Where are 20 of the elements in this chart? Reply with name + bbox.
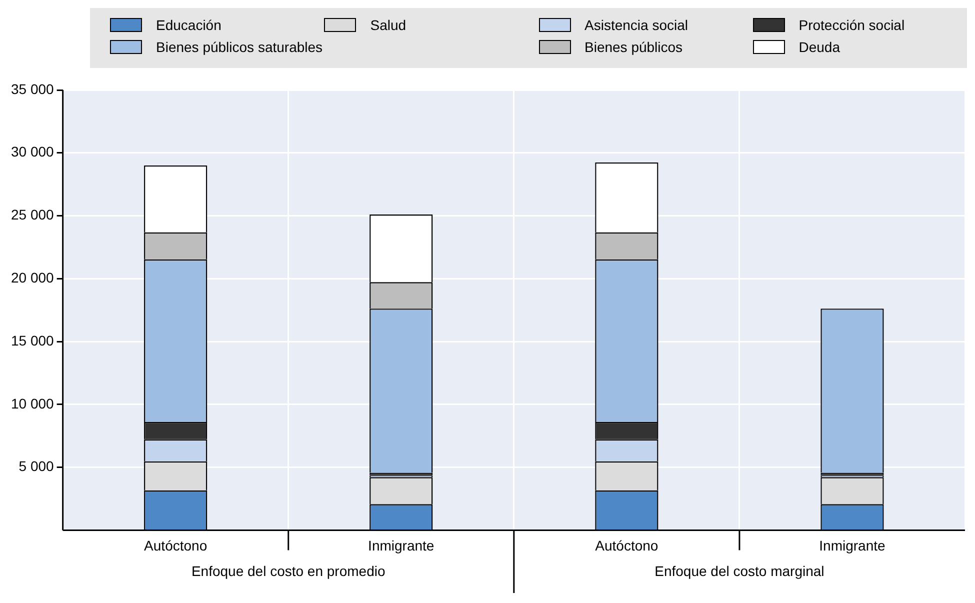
legend-label: Bienes públicos bbox=[584, 39, 683, 55]
y-tick-label: 5 000 bbox=[18, 458, 54, 474]
y-tick-label: 30 000 bbox=[10, 144, 54, 160]
x-tick-label: Autóctono bbox=[595, 537, 658, 554]
legend-label: Protección social bbox=[798, 17, 905, 33]
legend-label: Bienes públicos saturables bbox=[156, 39, 323, 55]
x-tick-label: Inmigrante bbox=[819, 537, 886, 554]
legend-label: Educación bbox=[156, 17, 222, 33]
text: Enfoque del costo en promedio bbox=[191, 563, 386, 580]
x-tick-label: Inmigrante bbox=[368, 537, 434, 554]
legend-label: Deuda bbox=[798, 39, 840, 55]
text: Enfoque del costo marginal bbox=[654, 563, 824, 580]
y-tick-label: 35 000 bbox=[10, 80, 54, 97]
x-tick-label: Autóctono bbox=[144, 537, 208, 554]
legend-label: Asistencia social bbox=[584, 17, 688, 33]
legend-label: Salud bbox=[370, 17, 406, 33]
y-tick-label: 15 000 bbox=[10, 332, 54, 348]
y-tick-label: 20 000 bbox=[10, 270, 54, 286]
y-tick-label: 25 000 bbox=[10, 206, 54, 223]
y-tick-label: 10 000 bbox=[10, 395, 54, 412]
